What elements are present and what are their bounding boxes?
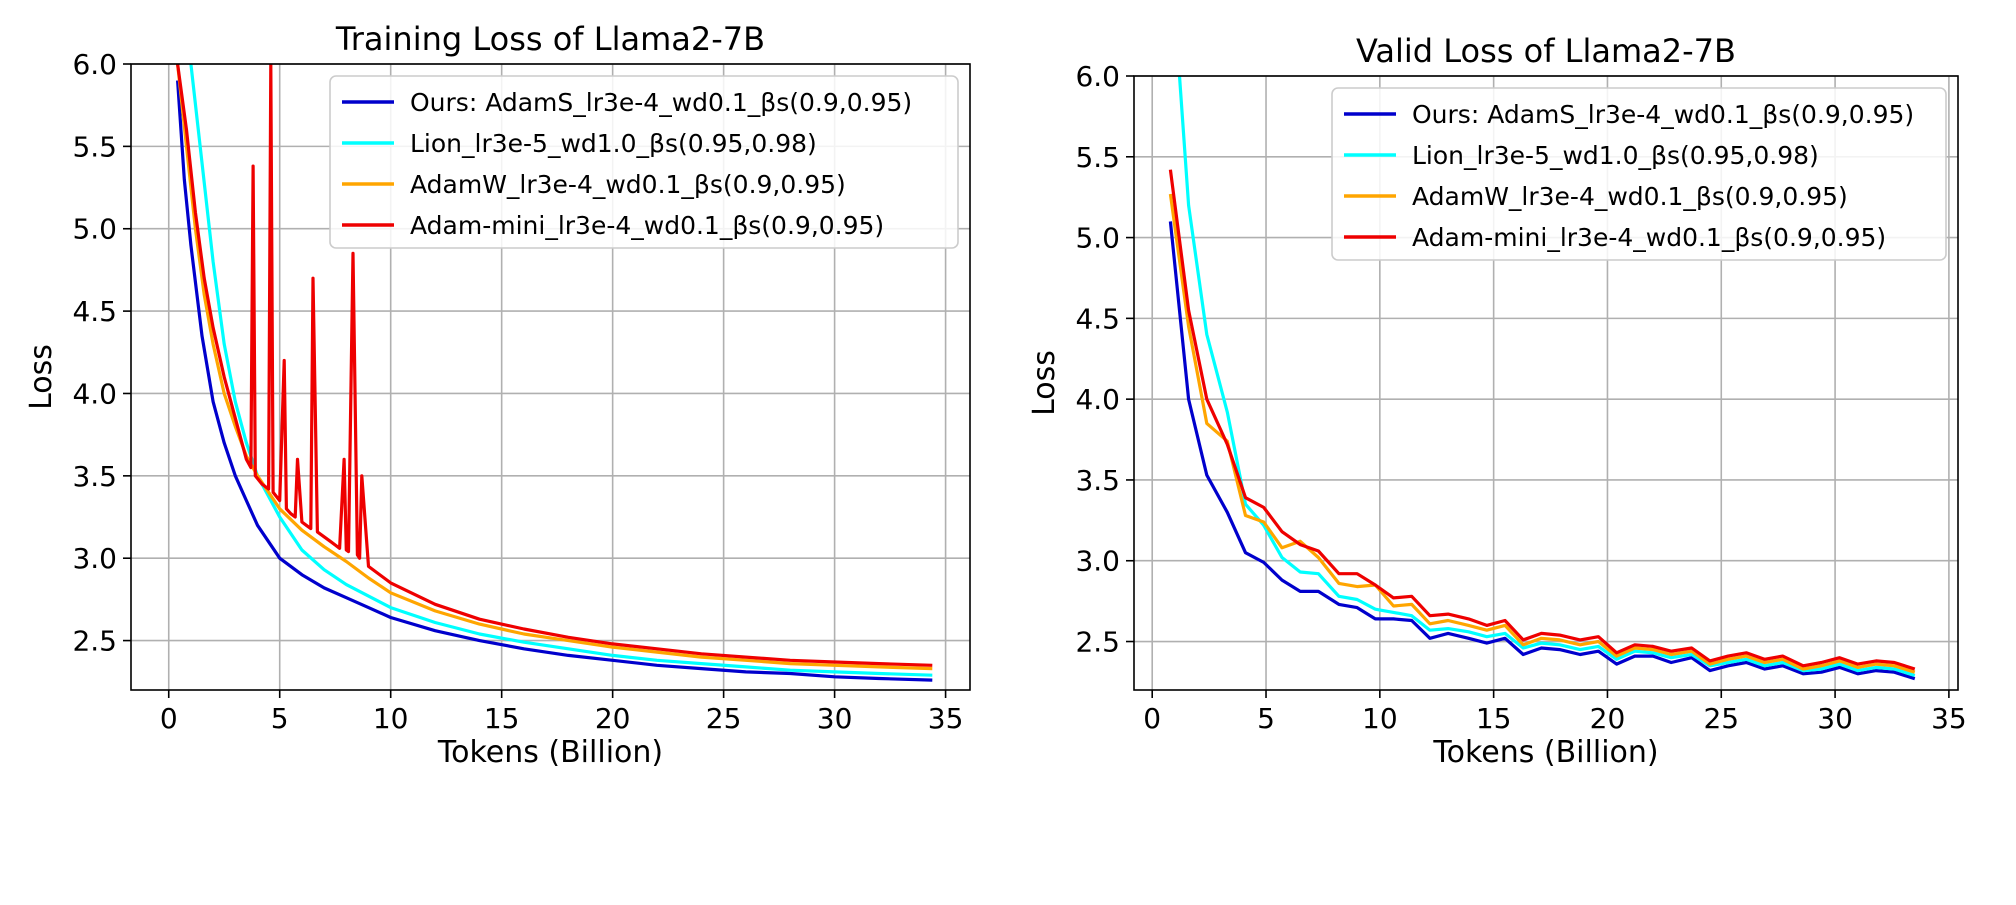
x-tick-label: 0 [1143,702,1161,735]
legend-frame [329,75,959,249]
y-tick-label: 3.0 [1075,545,1120,578]
series-line-3 [1168,169,1916,671]
series-line-0 [176,80,933,682]
legend-label-1: Lion_lr3e-5_wd1.0_βs(0.95,0.98) [1412,141,1819,170]
legend-frame [1331,87,1947,261]
series-line-1 [189,64,933,677]
y-tick-label: 4.0 [72,377,117,410]
y-tick-label: 3.5 [1075,464,1120,497]
valid-loss-panel: 0 5 10 15 20 25 30 35 2.5 3.0 3.5 4.0 4.5 5.0 5.5 6.0 Va… [1027,32,1967,770]
chart-title: Valid Loss of Llama2-7B [1356,32,1736,70]
y-tick-label: 4.5 [72,295,117,328]
y-tick-label: 6.0 [1075,60,1120,93]
legend: Ours: AdamS_lr3e-4_wd0.1_βs(0.9,0.95) Lio… [329,75,959,249]
x-tick-label: 25 [1703,702,1739,735]
x-tick-label: 15 [484,702,520,735]
x-tick-label: 20 [1590,702,1626,735]
y-tick-label: 4.0 [1075,383,1120,416]
x-tick-label: 20 [595,702,631,735]
x-tick-label: 35 [928,702,964,735]
x-tick-label: 25 [706,702,742,735]
y-tick-label: 5.0 [72,213,117,246]
legend-label-2: AdamW_lr3e-4_wd0.1_βs(0.9,0.95) [410,170,846,199]
x-tick-label: 10 [373,702,409,735]
plot-frame [130,63,971,691]
x-tick-label: 30 [817,702,853,735]
x-tick-label: 5 [1257,702,1275,735]
training-loss-panel: 0 5 10 15 20 25 30 35 2.5 3.0 3.5 4.0 4.5 5.0 5.5 6.0 Tr… [24,20,971,770]
y-tick-label: 2.5 [1075,626,1120,659]
legend-label-3: Adam-mini_lr3e-4_wd0.1_βs(0.9,0.95) [1412,223,1886,252]
legend-label-0: Ours: AdamS_lr3e-4_wd0.1_βs(0.9,0.95) [410,88,912,117]
x-tick-label: 15 [1476,702,1512,735]
x-axis-label: Tokens (Billion) [1432,735,1658,770]
series-line-2 [176,64,933,671]
series-line-2 [1168,193,1916,674]
y-tick-label: 5.0 [1075,222,1120,255]
legend-label-0: Ours: AdamS_lr3e-4_wd0.1_βs(0.9,0.95) [1412,100,1914,129]
chart-title: Training Loss of Llama2-7B [335,20,765,58]
y-tick-label: 3.0 [72,542,117,575]
plot-frame [1133,75,1959,691]
y-tick-label: 4.5 [1075,302,1120,335]
series-line-3 [176,64,933,667]
y-tick-label: 5.5 [72,130,117,163]
x-axis-label: Tokens (Billion) [437,735,663,770]
series-line-1 [1177,76,1916,678]
y-axis-label: Loss [1027,350,1062,416]
x-tick-label: 0 [160,702,178,735]
legend-label-1: Lion_lr3e-5_wd1.0_βs(0.95,0.98) [410,129,817,158]
legend-label-2: AdamW_lr3e-4_wd0.1_βs(0.9,0.95) [1412,182,1848,211]
legend-label-3: Adam-mini_lr3e-4_wd0.1_βs(0.9,0.95) [410,211,884,240]
x-tick-label: 35 [1931,702,1967,735]
y-tick-label: 3.5 [72,460,117,493]
series-line-0 [1168,221,1916,681]
y-axis-label: Loss [24,344,59,410]
legend: Ours: AdamS_lr3e-4_wd0.1_βs(0.9,0.95) Lio… [1331,87,1947,261]
x-tick-label: 5 [271,702,289,735]
x-tick-label: 10 [1362,702,1398,735]
y-tick-label: 6.0 [72,48,117,81]
x-tick-label: 30 [1817,702,1853,735]
y-tick-label: 2.5 [72,625,117,658]
y-tick-label: 5.5 [1075,141,1120,174]
